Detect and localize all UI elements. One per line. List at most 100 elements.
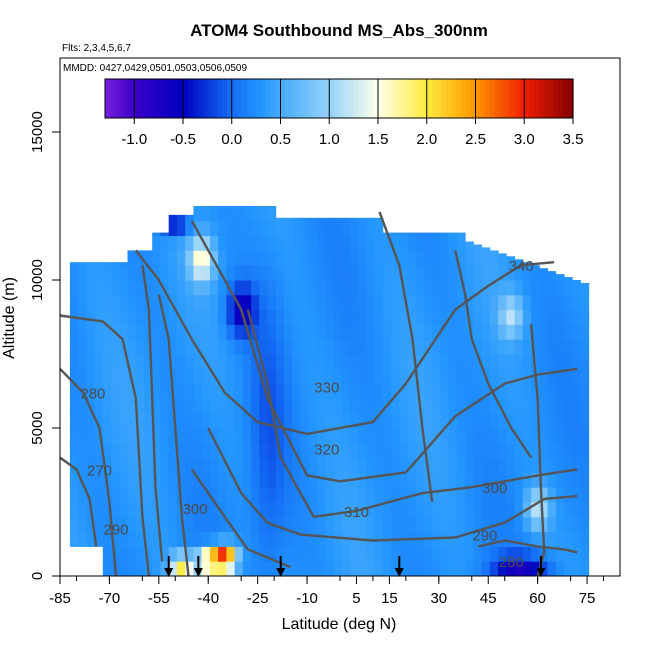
heatmap-cell — [308, 354, 318, 370]
heatmap-cell — [242, 383, 252, 399]
colorbar-swatch — [295, 79, 301, 118]
heatmap-cell — [201, 516, 211, 533]
heatmap-cell — [456, 294, 466, 311]
heatmap-cell — [144, 472, 153, 488]
heatmap-cell — [374, 546, 384, 562]
heatmap-cell — [424, 354, 433, 370]
heatmap-cell — [176, 398, 186, 414]
heatmap-cell — [316, 472, 326, 488]
heatmap-cell — [572, 516, 581, 533]
heatmap-cell — [94, 339, 104, 355]
heatmap-cell — [193, 502, 203, 518]
heatmap-cell — [391, 502, 400, 518]
heatmap-cell — [522, 413, 532, 429]
heatmap-cell — [481, 413, 491, 429]
heatmap-cell — [333, 280, 343, 296]
heatmap-cell — [432, 383, 441, 399]
chart-title: ATOM4 Southbound MS_Abs_300nm — [190, 21, 488, 40]
heatmap-cell — [489, 324, 499, 340]
heatmap-cell — [267, 250, 277, 266]
colorbar-swatch — [514, 79, 520, 118]
heatmap-cell — [498, 294, 507, 311]
heatmap-cell — [111, 354, 120, 370]
heatmap-cell — [300, 368, 310, 385]
heatmap-cell — [111, 428, 120, 444]
heatmap-cell — [522, 457, 532, 473]
heatmap-cell — [209, 383, 219, 399]
heatmap-cell — [366, 383, 376, 399]
heatmap-cell — [481, 250, 491, 266]
heatmap-cell — [201, 294, 211, 311]
heatmap-cell — [160, 232, 170, 237]
heatmap-cell — [86, 398, 96, 414]
heatmap-cell — [349, 294, 359, 311]
heatmap-cell — [440, 472, 450, 488]
heatmap-cell — [498, 472, 507, 488]
heatmap-cell — [300, 265, 310, 281]
colorbar-swatch — [197, 79, 204, 118]
heatmap-cell — [498, 398, 507, 414]
heatmap-cell — [489, 428, 499, 444]
heatmap-cell — [185, 280, 194, 296]
heatmap-cell — [391, 235, 400, 251]
colorbar-swatch — [222, 79, 228, 118]
heatmap-cell — [432, 502, 441, 518]
heatmap-cell — [267, 354, 277, 370]
y-tick-label: 5000 — [29, 411, 46, 444]
heatmap-cell — [473, 413, 483, 429]
heatmap-cell — [358, 235, 367, 251]
heatmap-cell — [514, 368, 524, 385]
heatmap-cell — [531, 561, 540, 577]
heatmap-cell — [382, 368, 392, 385]
x-tick-label: -85 — [49, 590, 71, 607]
heatmap-cell — [325, 309, 334, 325]
heatmap-cell — [185, 531, 194, 547]
heatmap-cell — [144, 324, 153, 340]
heatmap-cell — [308, 457, 318, 473]
heatmap-cell — [456, 309, 466, 325]
heatmap-cell — [358, 472, 367, 488]
heatmap-cell — [333, 561, 343, 577]
heatmap-cell — [160, 235, 170, 251]
heatmap-cell — [226, 428, 236, 444]
colorbar-swatch — [485, 79, 491, 118]
heatmap-cell — [514, 516, 524, 533]
contour-line — [378, 211, 434, 503]
heatmap-cell — [382, 487, 392, 503]
heatmap-cell — [251, 487, 260, 503]
heatmap-cell — [292, 294, 301, 311]
heatmap-cell — [341, 457, 351, 473]
x-tick-label: 75 — [579, 590, 596, 607]
heatmap-cell — [399, 413, 408, 429]
heatmap-cell — [168, 309, 178, 325]
heatmap-cell — [160, 531, 170, 547]
heatmap-cell — [382, 502, 392, 518]
colorbar-swatch — [495, 79, 501, 118]
heatmap-cell — [201, 398, 211, 414]
heatmap-cell — [185, 214, 194, 222]
heatmap-cell — [316, 280, 326, 296]
heatmap-cell — [308, 368, 318, 385]
heatmap-cell — [349, 457, 359, 473]
heatmap-cell — [259, 339, 268, 355]
heatmap-cell — [572, 413, 581, 429]
heatmap-cell — [456, 472, 466, 488]
heatmap-cell — [448, 354, 458, 370]
heatmap-cell — [349, 516, 359, 533]
heatmap-cell — [193, 206, 203, 222]
heatmap-cell — [292, 502, 301, 518]
heatmap-cell — [135, 324, 145, 340]
heatmap-cell — [391, 339, 400, 355]
heatmap-cell — [284, 546, 293, 562]
heatmap-cell — [185, 383, 194, 399]
heatmap-cell — [333, 502, 343, 518]
heatmap-cell — [152, 294, 161, 311]
heatmap-cell — [341, 383, 351, 399]
heatmap-cell — [111, 457, 120, 473]
heatmap-cell — [201, 309, 211, 325]
heatmap-cell — [316, 250, 326, 266]
heatmap-cell — [209, 531, 219, 547]
heatmap-cell — [242, 398, 252, 414]
heatmap-cell — [226, 206, 236, 222]
heatmap-cell — [86, 294, 96, 311]
